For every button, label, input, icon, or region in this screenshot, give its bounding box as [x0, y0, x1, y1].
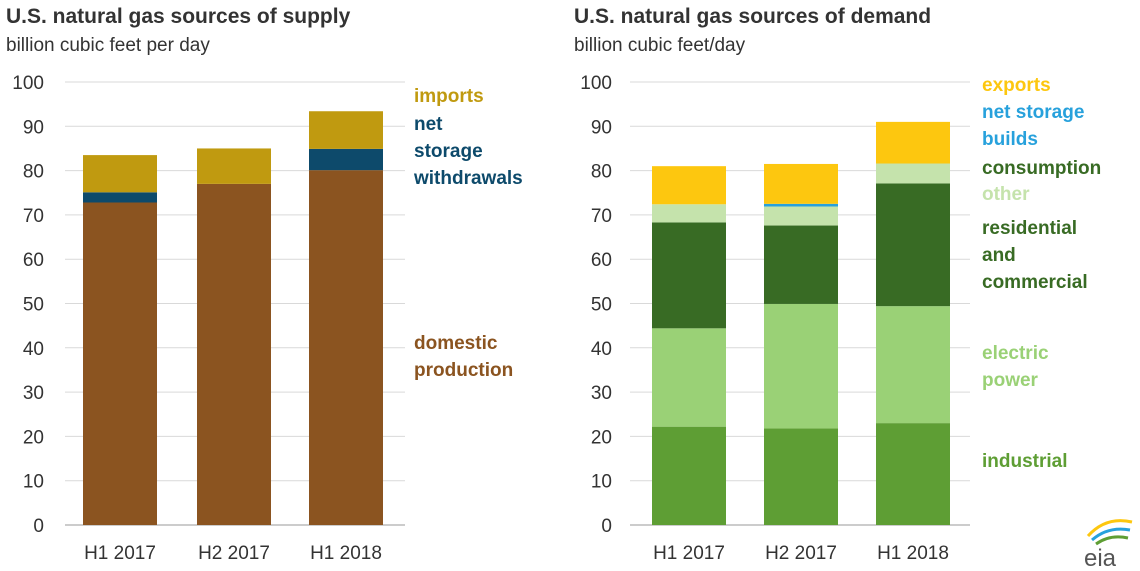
supply-bar-domestic: [309, 170, 383, 526]
supply-legend-domestic: domestic production: [414, 333, 513, 381]
demand-y-tick-label: 50: [591, 295, 612, 316]
supply-bar-imports: [83, 155, 157, 193]
supply-y-tick-label: 20: [23, 427, 44, 448]
demand-y-tick-label: 70: [591, 206, 612, 227]
demand-y-tick-label: 40: [591, 339, 612, 360]
eia-logo-text: eia: [1084, 545, 1117, 571]
demand-bar-storage: [764, 203, 838, 207]
supply-y-tick-label: 40: [23, 339, 44, 360]
supply-chart-subtitle: billion cubic feet per day: [6, 35, 210, 56]
demand-bar-other: [652, 204, 726, 223]
supply-y-tick-label: 10: [23, 472, 44, 493]
supply-y-tick-label: 60: [23, 250, 44, 271]
demand-y-tick-label: 10: [591, 472, 612, 493]
demand-bar-other: [764, 206, 838, 226]
demand-y-tick-label: 80: [591, 162, 612, 183]
supply-chart: 0 10 20 30 40 50 60 70 80 90 100 H1 2017 H2 2017 H1 2…: [12, 73, 522, 564]
demand-bar-exports: [764, 163, 838, 204]
demand-bar-rescomm: [652, 222, 726, 329]
demand-y-tick-label: 0: [601, 516, 612, 537]
supply-bar-domestic: [197, 183, 271, 525]
demand-x-tick-label: H1 2017: [653, 543, 725, 564]
demand-chart-subtitle: billion cubic feet/day: [574, 35, 746, 56]
supply-y-tick-label: 90: [23, 117, 44, 138]
demand-bar-rescomm: [764, 225, 838, 304]
demand-bar-rescomm: [876, 183, 950, 307]
supply-legend-withdrawals: net storage withdrawals: [413, 114, 523, 189]
supply-bar-withdrawals: [83, 192, 157, 203]
demand-bar-industrial: [876, 423, 950, 525]
supply-y-tick-label: 30: [23, 383, 44, 404]
demand-bar-electric: [764, 303, 838, 429]
supply-x-tick-label: H1 2018: [310, 543, 382, 564]
demand-legend-consumption: consumption: [982, 158, 1101, 179]
demand-y-tick-label: 20: [591, 427, 612, 448]
demand-legend-rescomm: residential and commercial: [982, 218, 1088, 293]
supply-y-tick-label: 50: [23, 295, 44, 316]
demand-x-tick-label: H1 2018: [877, 543, 949, 564]
demand-y-tick-label: 90: [591, 117, 612, 138]
demand-bar-other: [876, 163, 950, 184]
supply-x-tick-label: H1 2017: [84, 543, 156, 564]
demand-chart-title: U.S. natural gas sources of demand: [574, 5, 932, 28]
demand-legend-other: other: [982, 184, 1030, 205]
demand-bar-industrial: [764, 428, 838, 525]
supply-bar-imports: [197, 148, 271, 184]
supply-bar-domestic: [83, 202, 157, 525]
demand-bar-electric: [876, 306, 950, 424]
eia-logo: eia: [1084, 519, 1133, 571]
demand-legend-electric: electric power: [982, 343, 1049, 391]
supply-chart-title: U.S. natural gas sources of supply: [6, 5, 351, 28]
supply-y-tick-label: 80: [23, 162, 44, 183]
supply-y-tick-label: 70: [23, 206, 44, 227]
demand-y-tick-label: 60: [591, 250, 612, 271]
demand-bar-exports: [652, 166, 726, 205]
supply-bar-withdrawals: [309, 148, 383, 171]
supply-y-tick-label: 0: [33, 516, 44, 537]
supply-bar-imports: [309, 111, 383, 149]
supply-legend-imports: imports: [414, 86, 484, 107]
demand-legend-exports: exports: [982, 75, 1051, 96]
demand-legend-industrial: industrial: [982, 451, 1068, 472]
demand-legend-storage: net storage builds: [982, 102, 1084, 150]
supply-x-tick-label: H2 2017: [198, 543, 270, 564]
demand-x-tick-label: H2 2017: [765, 543, 837, 564]
demand-bar-industrial: [652, 426, 726, 525]
demand-y-tick-label: 30: [591, 383, 612, 404]
demand-bar-electric: [652, 328, 726, 427]
demand-y-tick-label: 100: [580, 73, 612, 94]
demand-chart: 0 10 20 30 40 50 60 70 80 90 100 H1 2017 H2 2017 H1 2…: [580, 73, 1101, 564]
demand-bar-exports: [876, 121, 950, 164]
supply-y-tick-label: 100: [12, 73, 44, 94]
